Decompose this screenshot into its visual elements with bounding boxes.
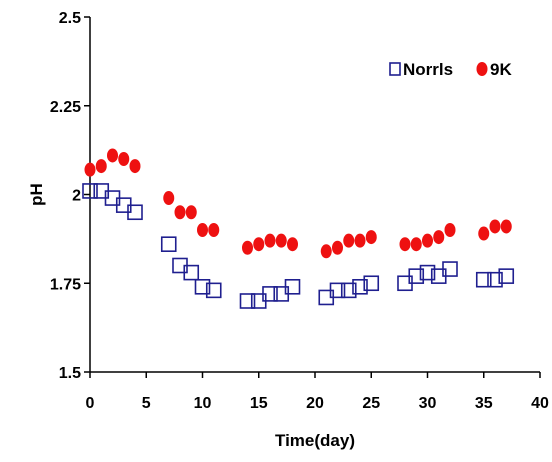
data-point-square xyxy=(239,293,256,309)
x-tick-label: 5 xyxy=(142,395,151,412)
data-point-circle xyxy=(163,191,175,206)
series-layer xyxy=(82,148,515,309)
data-point-circle xyxy=(399,237,411,252)
legend: Norrls 9K xyxy=(389,60,512,79)
data-point-square xyxy=(442,261,458,277)
data-point-circle xyxy=(320,244,332,259)
data-point-circle xyxy=(95,159,107,174)
data-point-circle xyxy=(433,230,445,245)
x-tick-label: 15 xyxy=(250,395,268,412)
data-point-circle xyxy=(287,237,298,252)
data-point-square xyxy=(194,278,211,295)
data-point-square xyxy=(284,278,301,295)
data-point-square xyxy=(408,268,425,284)
data-point-square xyxy=(127,204,143,221)
data-point-circle xyxy=(185,205,197,220)
data-point-circle xyxy=(410,237,422,252)
x-tick-label: 30 xyxy=(419,395,437,412)
data-point-circle xyxy=(208,223,220,237)
y-tick-label: 1.75 xyxy=(50,276,81,293)
legend-marker-norrls xyxy=(389,62,401,76)
y-tick-label: 2.25 xyxy=(50,99,81,116)
data-point-circle xyxy=(444,223,456,237)
x-tick-label: 0 xyxy=(86,395,95,412)
data-point-square xyxy=(475,271,492,288)
data-point-square xyxy=(498,268,515,284)
data-point-square xyxy=(262,286,278,302)
data-point-square xyxy=(183,264,200,281)
y-axis-title: pH xyxy=(27,183,46,206)
data-point-circle xyxy=(242,240,253,255)
data-point-circle xyxy=(478,226,490,241)
data-point-circle xyxy=(264,233,276,248)
x-ticks: 0 5 10 15 20 25 30 35 40 xyxy=(86,372,549,412)
data-point-circle xyxy=(343,233,355,248)
legend-label-9k: 9K xyxy=(490,60,512,79)
data-point-circle xyxy=(354,233,366,248)
data-point-circle xyxy=(84,162,96,177)
data-point-square xyxy=(329,282,346,299)
data-point-circle xyxy=(253,237,265,252)
x-tick-label: 40 xyxy=(531,395,549,412)
data-point-circle xyxy=(275,233,287,248)
legend-label-norrls: Norrls xyxy=(403,60,453,79)
data-point-circle xyxy=(489,219,501,234)
series-9k xyxy=(84,148,512,259)
data-point-square xyxy=(419,264,436,281)
x-axis-title: Time(day) xyxy=(275,431,355,450)
data-point-square xyxy=(363,275,380,292)
x-tick-label: 20 xyxy=(306,395,324,412)
data-point-square xyxy=(160,236,177,252)
data-point-square xyxy=(82,183,98,199)
data-point-square xyxy=(352,278,368,295)
data-point-square xyxy=(487,271,503,288)
data-point-circle xyxy=(500,219,512,234)
y-ticks: 1.5 1.75 2 2.25 2.5 xyxy=(50,10,90,382)
legend-marker-9k xyxy=(476,62,488,76)
data-point-circle xyxy=(118,152,130,166)
data-point-circle xyxy=(174,205,186,220)
data-point-square xyxy=(340,282,357,299)
series-norrls xyxy=(82,183,515,309)
data-point-circle xyxy=(332,240,343,255)
x-tick-label: 25 xyxy=(362,395,380,412)
data-point-circle xyxy=(107,148,118,163)
x-tick-label: 10 xyxy=(194,395,212,412)
data-point-circle xyxy=(365,230,377,245)
y-tick-label: 1.5 xyxy=(59,365,81,382)
data-point-circle xyxy=(197,223,208,237)
data-point-circle xyxy=(422,233,433,248)
data-point-circle xyxy=(129,159,141,174)
data-point-square xyxy=(205,282,222,299)
y-tick-label: 2 xyxy=(72,188,81,205)
y-tick-label: 2.5 xyxy=(59,10,81,27)
x-tick-label: 35 xyxy=(475,395,493,412)
